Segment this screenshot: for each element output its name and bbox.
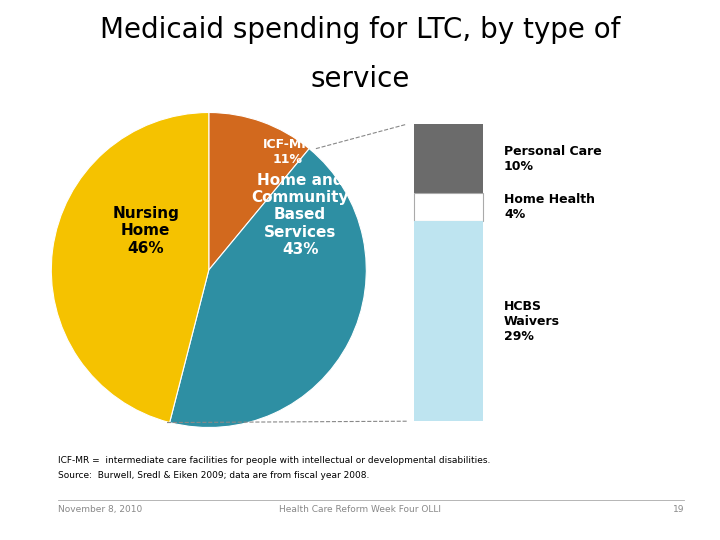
- Text: 19: 19: [672, 505, 684, 514]
- Text: November 8, 2010: November 8, 2010: [58, 505, 142, 514]
- Bar: [414, 193, 482, 221]
- Wedge shape: [209, 112, 309, 270]
- Text: Personal Care
10%: Personal Care 10%: [504, 145, 602, 173]
- Text: Source:  Burwell, Sredl & Eiken 2009; data are from fiscal year 2008.: Source: Burwell, Sredl & Eiken 2009; dat…: [58, 471, 369, 480]
- Text: service: service: [310, 65, 410, 93]
- Text: ICF-MR =  intermediate care facilities for people with intellectual or developme: ICF-MR = intermediate care facilities fo…: [58, 456, 490, 465]
- Bar: [414, 221, 482, 421]
- Bar: [414, 124, 482, 193]
- Text: Medicaid spending for LTC, by type of: Medicaid spending for LTC, by type of: [100, 16, 620, 44]
- Text: Home Health
4%: Home Health 4%: [504, 193, 595, 221]
- Wedge shape: [170, 148, 366, 428]
- Text: Nursing
Home
46%: Nursing Home 46%: [112, 206, 179, 255]
- Wedge shape: [51, 112, 209, 423]
- Text: Home and
Community
Based
Services
43%: Home and Community Based Services 43%: [251, 173, 349, 257]
- Text: HCBS
Waivers
29%: HCBS Waivers 29%: [504, 300, 560, 342]
- Text: Health Care Reform Week Four OLLI: Health Care Reform Week Four OLLI: [279, 505, 441, 514]
- Text: ICF-MR
11%: ICF-MR 11%: [263, 138, 312, 166]
